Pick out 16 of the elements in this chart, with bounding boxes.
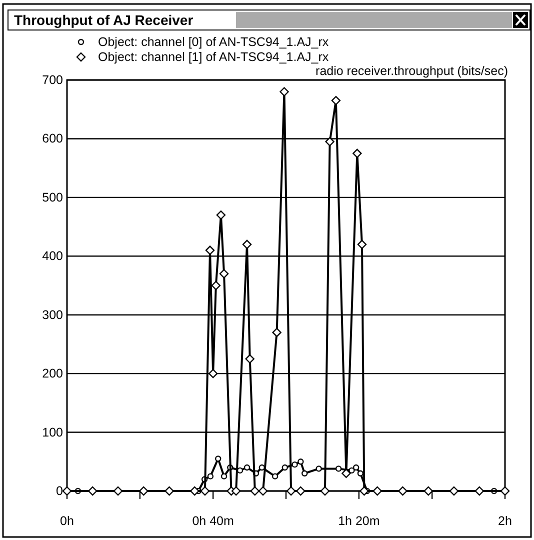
y-tick-label: 200 (42, 366, 64, 381)
y-tick-label: 100 (42, 425, 64, 440)
y-tick-label: 0 (56, 484, 64, 498)
y-tick-label: 500 (42, 190, 64, 204)
x-tick-label: 0h 40m (192, 514, 234, 528)
legend-label: Object: channel [1] of AN-TSC94_1.AJ_rx (98, 50, 330, 64)
y-tick-label: 300 (42, 308, 64, 322)
y-tick-label: 700 (42, 73, 64, 87)
y-tick-label: 400 (42, 249, 64, 264)
y-tick-label: 600 (42, 132, 64, 146)
chart-subtitle: radio receiver.throughput (bits/sec) (316, 64, 508, 78)
x-tick-label: 0h (60, 514, 74, 528)
x-tick-label: 2h (498, 514, 512, 528)
legend-label: Object: channel [0] of AN-TSC94_1.AJ_rx (98, 35, 330, 49)
x-tick-label: 1h 20m (338, 514, 380, 528)
chart-title: Throughput of AJ Receiver (14, 12, 194, 28)
